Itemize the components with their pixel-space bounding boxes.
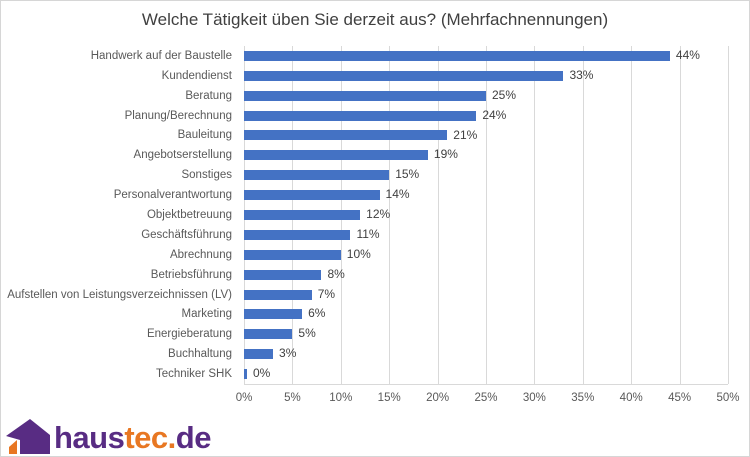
bar-value-label: 11%	[356, 226, 380, 241]
bar-row: 24%	[244, 106, 728, 126]
bar-row: 14%	[244, 185, 728, 205]
gridline	[486, 46, 487, 384]
category-label: Bauleitung	[177, 129, 232, 142]
bar-value-label: 24%	[482, 107, 507, 122]
bar	[244, 170, 390, 181]
x-tick-label: 35%	[571, 392, 595, 404]
house-icon	[6, 419, 50, 454]
bar-row: 11%	[244, 225, 728, 245]
bar	[244, 229, 351, 240]
bar-row: 15%	[244, 165, 728, 185]
bar-row: 33%	[244, 66, 728, 86]
bar-row: 5%	[244, 324, 728, 344]
bar	[244, 329, 293, 340]
logo-text-part: tec	[124, 420, 168, 455]
category-label: Kundendienst	[161, 69, 232, 82]
bar-value-label: 5%	[298, 326, 316, 341]
bar-value-label: 44%	[675, 48, 700, 62]
gridline	[534, 46, 536, 384]
x-tick-label: 20%	[426, 392, 450, 404]
plot-area: 44% 33% 25% 24% 21% 19% 15% 14% 12% 11% 10% 8% 7% 6% 5…	[244, 46, 729, 385]
category-label: Abrechnung	[169, 248, 232, 261]
bar-value-label: 33%	[569, 67, 594, 82]
bar	[244, 50, 670, 61]
x-tick-label: 30%	[522, 392, 546, 404]
bar-row: 25%	[244, 86, 728, 106]
bar-value-label: 25%	[492, 87, 517, 102]
category-label: Personalverantwortung	[113, 189, 232, 202]
x-tick-label: 40%	[619, 392, 643, 404]
category-label: Handwerk auf der Baustelle	[90, 49, 232, 62]
bar	[244, 249, 341, 260]
gridline	[582, 46, 584, 384]
category-label: Beratung	[185, 89, 232, 102]
bar-row: 10%	[244, 245, 728, 265]
bar-row: 6%	[244, 304, 728, 324]
bar	[244, 110, 477, 121]
bar-row: 8%	[244, 265, 728, 285]
category-label: Sonstiges	[181, 169, 232, 182]
bar-value-label: 12%	[366, 207, 391, 222]
gridline	[679, 46, 681, 384]
bar	[244, 130, 448, 141]
bar-value-label: 15%	[395, 167, 420, 182]
category-label: Energieberatung	[146, 328, 232, 341]
x-tick-label: 25%	[474, 392, 498, 404]
gridline	[631, 46, 633, 384]
logo-text-part: .	[167, 420, 177, 455]
bar-value-label: 8%	[327, 266, 345, 281]
bar-value-label: 10%	[346, 246, 371, 261]
x-tick-label: 10%	[329, 392, 353, 404]
bar	[244, 150, 428, 161]
gridline	[437, 46, 439, 384]
x-tick-label: 15%	[377, 392, 401, 404]
bar-value-label: 3%	[279, 346, 297, 361]
bar-row: 19%	[244, 145, 728, 165]
bar-row: 44%	[244, 46, 728, 66]
bar	[244, 90, 486, 101]
category-label: Objektbetreuung	[146, 208, 232, 221]
logo-text-part: haus	[54, 420, 125, 455]
bar-value-label: 6%	[308, 306, 326, 321]
x-tick-label: 45%	[668, 392, 692, 404]
bar	[244, 190, 380, 201]
bar-value-label: 21%	[453, 127, 478, 142]
bar	[244, 70, 564, 81]
haustec-logo: haustec.de	[6, 417, 211, 455]
x-tick-label: 5%	[284, 392, 301, 404]
category-label: Angebotserstellung	[133, 149, 232, 162]
gridline	[389, 46, 391, 384]
bar-row: 21%	[244, 126, 728, 146]
bar	[244, 209, 361, 220]
bar-row: 3%	[244, 344, 728, 364]
category-label: Buchhaltung	[168, 348, 232, 361]
category-label: Techniker SHK	[155, 368, 232, 381]
category-label: Aufstellen von Leistungsverzeichnissen (…	[7, 288, 232, 301]
gridline	[728, 46, 729, 384]
x-tick-label: 50%	[716, 392, 740, 404]
bar-value-label: 0%	[253, 366, 271, 381]
category-label: Geschäftsführung	[141, 228, 232, 241]
bar-value-label: 7%	[317, 286, 336, 301]
bar	[244, 309, 303, 320]
bar	[244, 369, 247, 380]
bar	[244, 349, 274, 360]
bar-row: 12%	[244, 205, 728, 225]
category-label: Planung/Berechnung	[124, 109, 232, 122]
chart-title: Welche Tätigkeit üben Sie derzeit aus? (…	[141, 10, 609, 29]
bar-value-label: 14%	[385, 187, 410, 202]
logo-text: haustec.de	[54, 422, 211, 455]
bar	[244, 269, 322, 280]
bar-value-label: 19%	[433, 147, 458, 162]
x-tick-label: 0%	[235, 392, 253, 404]
category-label: Betriebsführung	[150, 268, 232, 281]
bar-row: 7%	[244, 285, 728, 305]
bar-row: 0%	[244, 364, 728, 384]
x-axis-labels: 0% 5% 10% 15% 20% 25% 30% 35% 40% 45% 50%	[236, 392, 740, 408]
category-label: Marketing	[181, 308, 233, 321]
bar	[244, 289, 312, 300]
logo-text-part: de	[175, 420, 212, 455]
